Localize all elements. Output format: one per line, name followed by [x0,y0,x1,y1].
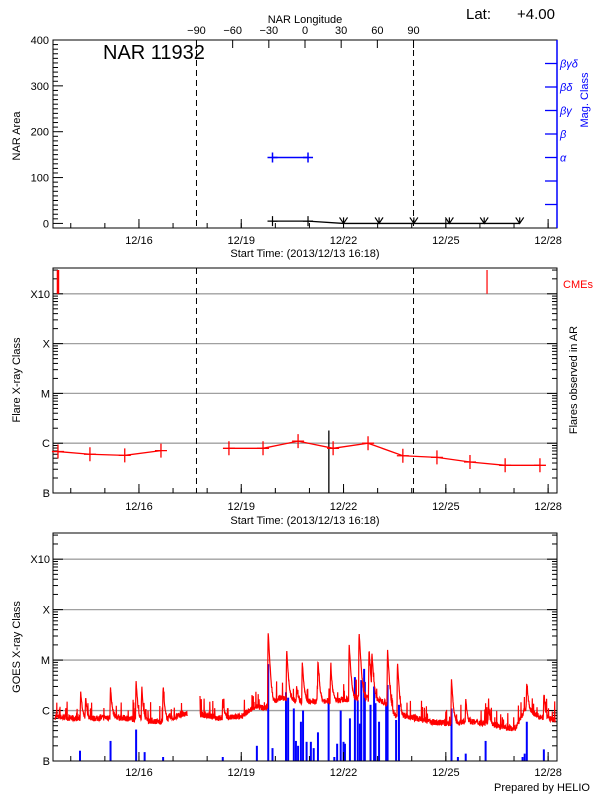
flare-class-y-tick-label: M [41,388,50,400]
goes-plot-frame [52,532,558,762]
goes-y-tick-label: B [43,756,50,768]
flare-class-plot-frame [52,267,558,494]
flare-class-y-tick-label: X [43,339,51,351]
nar-area-upper-limit-marker [374,217,384,225]
flare-class-xlabel: Start Time: (2013/12/13 16:18) [230,515,379,527]
longitude-tick-label: 0 [302,25,308,37]
nar-area-x-tick-label: 12/25 [432,235,460,247]
goes-x-tick-label: 12/28 [534,767,562,779]
mag-class-point [267,152,278,163]
lat-value: +4.00 [517,6,555,23]
mag-class-ylabel: Mag. Class [579,72,591,128]
flare-class-line [228,440,540,466]
goes-y-tick-label: M [41,655,50,667]
longitude-tick-label: −30 [259,25,278,37]
region-title: NAR 11932 [103,42,205,64]
nar-area-upper-limit-marker [479,217,489,225]
nar-area-y-tick-label: 300 [31,81,49,93]
nar-area-point [303,216,314,227]
goes-y-tick-label: C [42,706,50,718]
prepared-by-footer: Prepared by HELIO [494,782,590,794]
plot-panels: 0 100 200 300 400 −90 −60 −30 0 30 60 90 αβ βγ βδ βγδ 12… [30,25,578,779]
lat-label: Lat: [466,6,491,23]
goes-x-tick-label: 12/22 [330,767,358,779]
longitude-tick-label: 90 [407,25,419,37]
flare-class-x-tick-label: 12/25 [432,501,460,513]
goes-long-curve [199,633,556,732]
goes-x-tick-label: 12/16 [125,767,153,779]
flares-observed-ylabel: Flares observed in AR [568,326,580,434]
goes-x-tick-label: 12/19 [227,767,255,779]
nar-area-point [267,216,278,227]
flare-class-x-tick-label: 12/19 [227,501,255,513]
nar-area-ylabel: NAR Area [11,111,23,161]
longitude-tick-label: −90 [187,25,206,37]
cme-label: CMEs [563,279,593,291]
flare-class-y-tick-label: C [42,438,50,450]
longitude-tick-label: −60 [223,25,242,37]
mag-class-tick-label: βγδ [559,59,579,71]
nar-area-y-tick-label: 100 [31,173,49,185]
nar-area-upper-limit-marker [409,217,419,225]
nar-area-xlabel: Start Time: (2013/12/13 16:18) [230,248,379,260]
nar-area-upper-limit-marker [339,217,349,225]
nar-area-x-tick-label: 12/22 [330,235,358,247]
goes-x-tick-label: 12/25 [432,767,460,779]
flare-class-ylabel: Flare X-ray Class [11,337,23,422]
nar-area-upper-limit-marker [444,217,454,225]
mag-class-tick-label: βγ [559,106,573,118]
nar-area-line [272,220,520,225]
mag-class-tick-label: β [559,129,567,141]
flare-class-y-tick-label: B [43,488,50,500]
longitude-axis-title: NAR Longitude [268,14,343,26]
nar-area-y-tick-label: 200 [31,127,49,139]
flare-class-x-tick-label: 12/28 [534,501,562,513]
goes-y-tick-label: X10 [30,554,50,566]
mag-class-tick-label: α [560,153,567,165]
nar-area-x-tick-label: 12/28 [534,235,562,247]
flare-class-x-tick-label: 12/22 [330,501,358,513]
goes-class-ylabel: GOES X-ray Class [11,601,23,693]
nar-area-upper-limit-marker [515,217,525,225]
nar-area-x-tick-label: 12/16 [125,235,153,247]
flare-class-y-tick-label: X10 [30,289,50,301]
goes-y-tick-label: X [43,605,51,617]
longitude-tick-label: 60 [371,25,383,37]
mag-class-tick-label: βδ [559,82,573,94]
nar-area-x-tick-label: 12/19 [227,235,255,247]
goes-long-curve [54,681,188,725]
flare-class-x-tick-label: 12/16 [125,501,153,513]
nar-area-y-tick-label: 400 [31,35,49,47]
mag-class-point [303,152,314,163]
longitude-tick-label: 30 [335,25,347,37]
nar-area-y-tick-label: 0 [43,218,49,230]
flare-class-line [57,449,162,457]
